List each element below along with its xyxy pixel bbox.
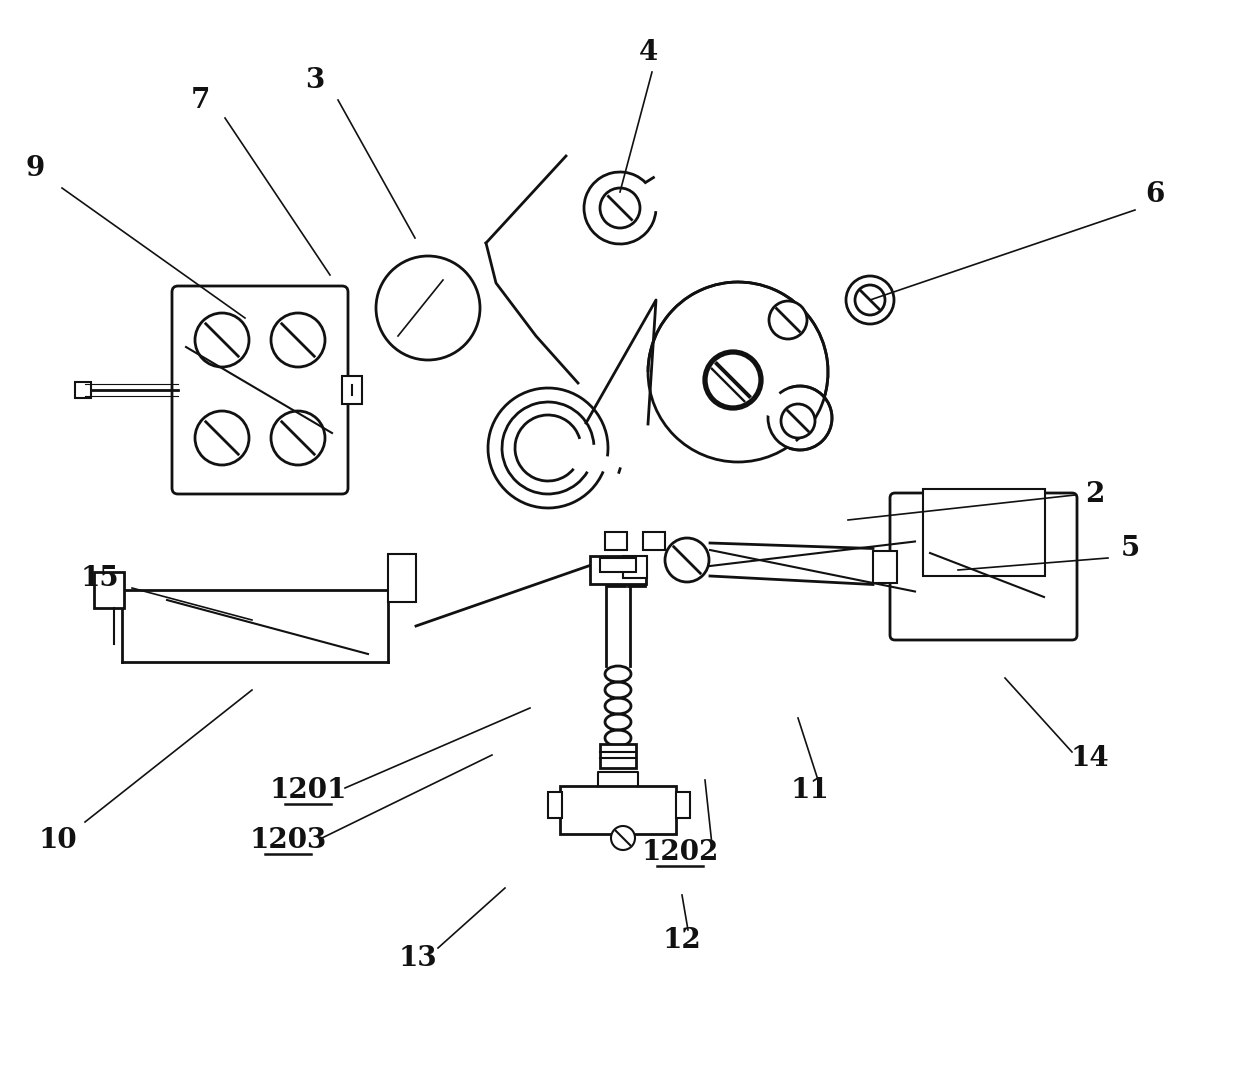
Ellipse shape — [744, 373, 794, 417]
FancyBboxPatch shape — [172, 286, 348, 494]
Text: 1201: 1201 — [269, 776, 347, 803]
Text: 1202: 1202 — [641, 839, 719, 866]
Text: 13: 13 — [399, 945, 438, 972]
Bar — [342, 376, 362, 404]
Text: 15: 15 — [81, 564, 119, 591]
Text: 4: 4 — [639, 39, 657, 66]
Bar — [676, 792, 689, 818]
Bar — [600, 558, 636, 572]
Text: 6: 6 — [1146, 182, 1164, 209]
Bar — [644, 532, 665, 550]
Bar — [74, 382, 91, 398]
Bar — [388, 553, 415, 602]
Text: 11: 11 — [791, 776, 830, 803]
Circle shape — [376, 256, 480, 360]
FancyBboxPatch shape — [890, 493, 1078, 640]
Text: 1203: 1203 — [249, 827, 326, 854]
Circle shape — [706, 352, 761, 408]
Text: 5: 5 — [1121, 534, 1140, 561]
Circle shape — [856, 285, 885, 315]
Circle shape — [768, 386, 832, 450]
Circle shape — [665, 538, 709, 582]
Circle shape — [781, 404, 815, 438]
Circle shape — [649, 282, 828, 462]
Bar — [548, 792, 562, 818]
Circle shape — [846, 276, 894, 324]
Bar — [923, 489, 1045, 576]
Text: 9: 9 — [25, 155, 45, 182]
Text: 3: 3 — [305, 67, 325, 93]
Bar — [600, 744, 636, 768]
Circle shape — [611, 826, 635, 850]
Bar — [560, 786, 676, 835]
Circle shape — [272, 313, 325, 368]
Bar — [605, 532, 627, 550]
Circle shape — [195, 411, 249, 465]
Text: 7: 7 — [190, 86, 210, 114]
Text: 14: 14 — [1070, 745, 1110, 772]
Text: 10: 10 — [38, 827, 77, 854]
Bar — [94, 572, 124, 608]
Circle shape — [600, 188, 640, 228]
Bar — [622, 556, 647, 578]
Bar — [590, 556, 646, 584]
Bar — [873, 550, 897, 583]
Text: 12: 12 — [662, 926, 702, 953]
Circle shape — [769, 301, 807, 339]
Text: 2: 2 — [1085, 481, 1105, 508]
Circle shape — [195, 313, 249, 368]
Circle shape — [272, 411, 325, 465]
